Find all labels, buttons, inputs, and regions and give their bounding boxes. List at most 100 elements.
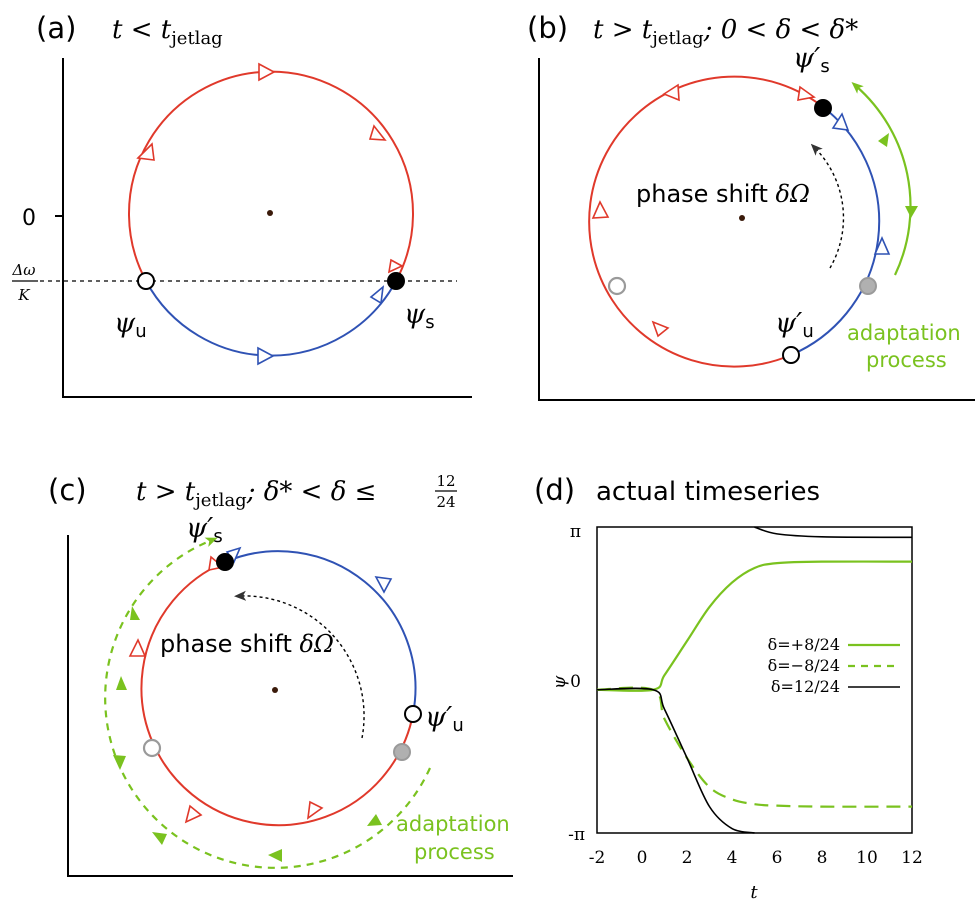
- panel-c-arrow-red-bottom: [184, 804, 203, 824]
- xtick-label: -2: [589, 848, 606, 868]
- panel-a-arrow-bottom: [257, 346, 275, 366]
- panel-c-green-arrow-upper-left: [130, 606, 140, 620]
- panel-a-psi-s-point: [387, 272, 405, 290]
- panel-b-old-unstable-point: [607, 276, 627, 296]
- panel-b-adaptation-label: adaptation: [847, 321, 961, 345]
- panel-d-xticks: -2 0 2 4 6 8 10 12: [589, 848, 923, 868]
- panel-c-psi-s-point: [216, 553, 234, 571]
- panel-a-arrow-top: [258, 62, 276, 82]
- panel-a-delta-omega-den: K: [17, 286, 30, 304]
- panel-c-axes: [67, 535, 513, 877]
- panel-b-center-dot: [739, 215, 745, 221]
- panel-b-arrow-blue-right: [873, 236, 891, 255]
- panel-b-phase-shift-arrow: [810, 143, 845, 269]
- panel-a-psi-s-label: ψs: [404, 299, 435, 333]
- panel-c-blue-arc: [224, 550, 417, 715]
- series-line-3: [596, 687, 755, 834]
- panel-c-frac-num: 12: [436, 472, 455, 490]
- series-line-2: [596, 686, 913, 808]
- panel-a-axes: [62, 58, 472, 398]
- xtick-label: 2: [682, 848, 693, 868]
- panel-b-arrow-top: [797, 85, 816, 101]
- panel-a-psi-u-label: ψu: [114, 308, 147, 342]
- panel-b-process-label: process: [866, 348, 947, 372]
- panel-b-letter: (b): [527, 11, 568, 45]
- panel-c-phase-shift-label: phase shift δΩ: [160, 630, 334, 658]
- panel-a-red-arc: [128, 70, 414, 282]
- panel-c-old-stable-point: [393, 743, 411, 761]
- panel-c-green-arrow-lower-right: [367, 814, 382, 826]
- panel-b-condition: t > tjetlag; 0 < δ < δ*: [593, 15, 858, 49]
- panel-d-ytick-mid: 0: [570, 672, 581, 692]
- panel-a-blue-arc: [145, 280, 397, 357]
- series-line-1: [596, 560, 913, 692]
- panel-a-arrow-blue-right: [369, 285, 385, 305]
- panel-b-green-arrow-upper: [878, 133, 889, 147]
- panel-c-letter: (c): [48, 473, 87, 507]
- panel-b-psi-s-label: ψ′s: [793, 43, 830, 77]
- panel-b-old-stable-point: [859, 277, 877, 295]
- panel-d: (d) actual timeseries ψ t π 0 -π -2 0 2 4 6 8…: [534, 473, 923, 903]
- panel-c-process-label: process: [414, 840, 495, 864]
- panel-a-center-dot: [267, 210, 273, 216]
- panel-b-red-arc: [588, 75, 824, 368]
- panel-c-adaptation-arc: [104, 537, 432, 869]
- panel-c-center-dot: [272, 687, 278, 693]
- legend-label-2: δ=−8/24: [768, 656, 840, 675]
- panel-a-delta-omega-num: Δω: [11, 261, 35, 279]
- panel-a-condition: t < tjetlag: [112, 15, 223, 49]
- panel-a-arrow-small: [387, 258, 404, 274]
- xtick-label: 6: [772, 848, 783, 868]
- panel-b-blue-arc: [790, 106, 881, 356]
- series-line-4: [754, 526, 913, 539]
- panel-b-arrow-left: [591, 200, 610, 219]
- panel-c-green-arrow-bottom-left: [152, 832, 167, 845]
- panel-c-phase-shift-arrow: [234, 590, 365, 739]
- panel-d-xlabel: t: [750, 882, 758, 903]
- xtick-label: 4: [727, 848, 738, 868]
- xtick-label: 8: [817, 848, 828, 868]
- panel-d-ytick-top: π: [570, 522, 581, 542]
- panel-c-arrow-blue: [374, 576, 393, 594]
- panel-d-legend: δ=+8/24 δ=−8/24 δ=12/24: [768, 635, 900, 696]
- panel-c-green-arrow-lower-left: [113, 755, 126, 770]
- panel-a-arrow-right: [368, 124, 387, 141]
- xtick-label: 0: [637, 848, 648, 868]
- panel-c-old-unstable-point: [142, 738, 162, 758]
- panel-c-psi-u-label: ψ′u: [425, 702, 464, 736]
- panel-b-axes: [538, 58, 975, 401]
- panel-d-ylabel: ψ: [550, 675, 570, 689]
- panel-c-psi-s-label: ψ′s: [186, 513, 223, 547]
- panel-c-green-arrow-left: [116, 676, 127, 690]
- panel-b-arrow-upper-left: [662, 83, 680, 102]
- panel-a-psi-u-point: [137, 272, 155, 290]
- panel-c-arrow-red-left: [128, 638, 147, 657]
- panel-c-psi-u-point: [404, 705, 422, 723]
- panel-a-zero-label: 0: [22, 206, 36, 231]
- panel-d-letter: (d): [534, 473, 575, 507]
- panel-b-psi-u-point: [782, 346, 800, 364]
- panel-c-frac-den: 24: [436, 493, 455, 511]
- panel-d-series: [596, 526, 913, 834]
- panel-b-phase-shift-label: phase shift δΩ: [636, 180, 810, 208]
- panel-c-arrow-red-lower-right: [306, 800, 324, 820]
- xtick-label: 12: [901, 848, 923, 868]
- panel-b-psi-s-point: [814, 99, 832, 117]
- panel-a: (a) t < tjetlag 0 Δω K ψu ψs: [11, 11, 472, 398]
- panel-c: (c) t > tjetlag; δ* < δ ≤ 12 24 phase sh…: [48, 472, 513, 877]
- xtick-label: 10: [856, 848, 878, 868]
- panel-d-title: actual timeseries: [596, 477, 820, 507]
- panel-b-adaptation-arc: [851, 82, 912, 276]
- panel-a-letter: (a): [36, 11, 76, 45]
- panel-b-psi-u-label: ψ′u: [775, 308, 814, 342]
- panel-b-arrow-blue-top: [831, 112, 850, 131]
- panel-c-adaptation-label: adaptation: [396, 812, 510, 836]
- panel-c-red-arc: [140, 561, 414, 827]
- panel-b: (b) t > tjetlag; 0 < δ < δ* phase shift …: [527, 11, 975, 401]
- panel-a-arrow-left: [136, 142, 155, 161]
- panel-b-arrow-lower-left: [651, 320, 670, 338]
- panel-d-ytick-bot: -π: [568, 825, 585, 845]
- legend-label-3: δ=12/24: [771, 677, 840, 696]
- legend-label-1: δ=+8/24: [768, 635, 840, 654]
